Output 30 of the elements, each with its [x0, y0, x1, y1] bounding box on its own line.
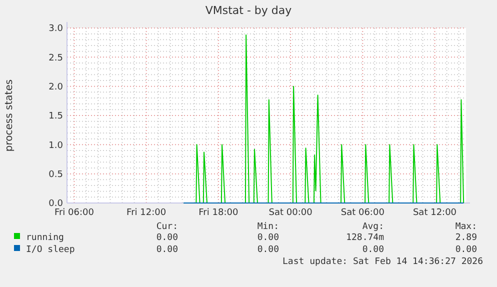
text: 0.00: [455, 245, 477, 255]
x-tick-label: Fri 18:00: [198, 208, 238, 218]
y-tick-label: 2.5: [48, 53, 63, 64]
y-axis-title: process states: [4, 79, 15, 152]
x-tick-label: Sat 00:00: [268, 208, 313, 218]
text: 0.00: [362, 245, 384, 255]
legend-label: running: [26, 233, 64, 243]
text: 0.00: [257, 233, 279, 243]
y-tick-label: 3.0: [48, 24, 64, 34]
y-tick-label: 1.5: [48, 112, 63, 122]
text: 2.89: [455, 233, 477, 243]
x-tick-label: Sat 06:00: [340, 208, 385, 218]
text: 0.00: [156, 233, 178, 243]
text: 0.00: [257, 245, 279, 255]
text: 0.00: [156, 245, 178, 255]
x-tick-label: Sat 12:00: [412, 208, 457, 218]
text: 128.74m: [346, 233, 384, 243]
y-tick-label: 0.0: [48, 199, 64, 210]
chart-title: VMstat - by day: [205, 4, 292, 17]
y-tick-label: 0.5: [48, 170, 63, 180]
text: Last update: Sat Feb 14 14:36:27 2026: [282, 257, 483, 267]
x-tick-label: Fri 06:00: [54, 208, 94, 218]
text: Avg:: [362, 222, 384, 232]
text: Max:: [455, 222, 477, 232]
x-tick-label: Fri 12:00: [126, 208, 166, 218]
text: Cur:: [156, 222, 178, 232]
legend-label: I/O sleep: [26, 245, 75, 255]
y-tick-label: 2.0: [48, 82, 64, 92]
text: Min:: [257, 222, 279, 232]
y-tick-label: 1.0: [48, 140, 64, 151]
